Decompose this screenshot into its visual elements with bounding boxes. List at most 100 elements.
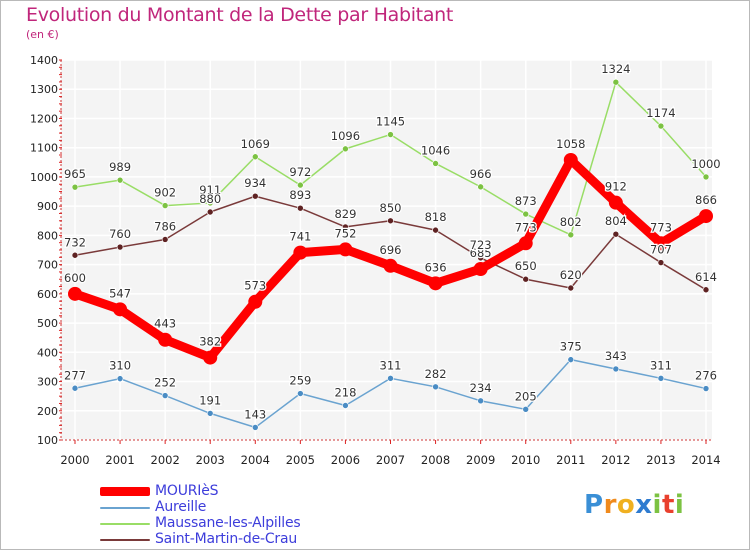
data-label-maussane-les-alpilles: 873: [515, 194, 537, 208]
legend-label: MOURIèS: [155, 483, 219, 499]
legend-swatch: [100, 523, 150, 525]
data-point-aureille: [116, 375, 124, 382]
data-label-mouri-s: 573: [244, 279, 266, 293]
x-tick-label: 2007: [376, 453, 405, 467]
data-point-saint-martin-de-crau: [297, 204, 304, 212]
y-tick-label: 600: [37, 288, 58, 301]
legend-label: Aureille: [155, 499, 207, 515]
data-point-aureille: [206, 410, 214, 417]
data-label-maussane-les-alpilles: 1145: [376, 115, 405, 129]
data-label-aureille: 218: [334, 386, 356, 400]
data-label-saint-martin-de-crau: 614: [695, 270, 717, 284]
data-label-maussane-les-alpilles: 1046: [421, 143, 450, 157]
x-tick-label: 2001: [105, 453, 134, 467]
y-tick-label: 700: [37, 259, 58, 272]
data-label-aureille: 143: [244, 407, 266, 421]
data-point-saint-martin-de-crau: [657, 259, 665, 266]
data-label-saint-martin-de-crau: 804: [605, 214, 627, 228]
y-tick-label: 1000: [30, 171, 58, 184]
data-label-aureille: 277: [64, 368, 86, 382]
data-point-saint-martin-de-crau: [702, 286, 710, 294]
legend-item: Maussane-les-Alpilles: [100, 515, 360, 532]
data-label-mouri-s: 600: [64, 271, 86, 285]
data-point-saint-martin-de-crau: [161, 236, 169, 243]
data-label-maussane-les-alpilles: 1096: [331, 129, 360, 143]
x-tick-label: 2005: [286, 453, 315, 467]
data-label-maussane-les-alpilles: 1000: [691, 157, 720, 171]
y-tick-label: 100: [37, 434, 58, 447]
data-point-mouri-s: [383, 258, 398, 273]
data-label-maussane-les-alpilles: 1174: [646, 106, 675, 120]
data-label-aureille: 375: [560, 340, 582, 354]
data-point-saint-martin-de-crau: [567, 284, 575, 292]
data-point-mouri-s: [113, 302, 128, 317]
data-label-aureille: 276: [695, 369, 717, 383]
x-tick-label: 2006: [331, 453, 360, 467]
x-tick-label: 2008: [421, 453, 450, 467]
data-point-mouri-s: [158, 332, 173, 347]
data-point-aureille: [567, 356, 575, 363]
y-tick-label: 300: [37, 376, 58, 389]
data-point-saint-martin-de-crau: [477, 254, 484, 262]
logo-letter: t: [661, 490, 675, 520]
data-point-maussane-les-alpilles: [71, 183, 79, 191]
x-tick-label: 2014: [691, 453, 720, 467]
data-point-mouri-s: [203, 350, 218, 365]
data-label-saint-martin-de-crau: 850: [380, 201, 402, 215]
data-point-maussane-les-alpilles: [206, 199, 214, 207]
y-tick-label: 800: [37, 229, 58, 242]
data-label-saint-martin-de-crau: 829: [334, 207, 356, 221]
data-label-aureille: 311: [380, 358, 402, 372]
logo-letter: i: [652, 490, 662, 520]
data-label-maussane-les-alpilles: 1324: [601, 62, 630, 76]
y-tick-label: 400: [37, 346, 58, 359]
data-label-mouri-s: 547: [109, 286, 131, 300]
y-tick-label: 900: [37, 200, 58, 213]
data-label-aureille: 311: [650, 358, 672, 372]
legend-item: Saint-Martin-de-Crau: [100, 531, 360, 548]
data-label-saint-martin-de-crau: 732: [64, 235, 86, 249]
data-label-maussane-les-alpilles: 902: [154, 186, 176, 200]
data-label-mouri-s: 773: [650, 220, 672, 234]
data-label-mouri-s: 382: [199, 335, 221, 349]
data-label-mouri-s: 866: [695, 193, 717, 207]
data-point-maussane-les-alpilles: [297, 181, 304, 189]
data-label-maussane-les-alpilles: 965: [64, 167, 86, 181]
data-label-aureille: 205: [515, 389, 537, 403]
data-point-aureille: [477, 397, 484, 405]
data-point-aureille: [702, 385, 710, 392]
chart-subtitle: (en €): [26, 28, 59, 41]
data-label-saint-martin-de-crau: 707: [650, 243, 672, 257]
data-label-mouri-s: 1058: [556, 137, 585, 151]
data-point-maussane-les-alpilles: [702, 173, 710, 181]
data-point-maussane-les-alpilles: [251, 153, 259, 161]
data-label-saint-martin-de-crau: 786: [154, 219, 176, 233]
data-label-mouri-s: 696: [380, 243, 402, 257]
data-point-saint-martin-de-crau: [116, 243, 124, 251]
data-label-saint-martin-de-crau: 934: [244, 176, 266, 190]
chart-legend: MOURIèS Aureille Maussane-les-Alpilles Sain…: [100, 483, 360, 548]
x-tick-label: 2012: [601, 453, 630, 467]
data-point-mouri-s: [293, 245, 308, 260]
proxiti-logo: Proxiti: [584, 490, 684, 520]
data-point-mouri-s: [653, 236, 668, 251]
data-label-aureille: 310: [109, 359, 131, 373]
data-point-saint-martin-de-crau: [612, 230, 620, 238]
y-tick-label: 1300: [30, 83, 58, 96]
data-point-maussane-les-alpilles: [612, 78, 620, 86]
legend-swatch: [100, 507, 150, 509]
x-tick-label: 2002: [151, 453, 180, 467]
data-point-maussane-les-alpilles: [432, 160, 439, 167]
data-point-maussane-les-alpilles: [116, 176, 124, 184]
data-point-aureille: [161, 392, 169, 399]
legend-swatch: [100, 487, 150, 496]
data-label-saint-martin-de-crau: 650: [515, 259, 537, 273]
data-label-saint-martin-de-crau: 893: [289, 188, 311, 202]
data-label-saint-martin-de-crau: 760: [109, 227, 131, 241]
legend-item: MOURIèS: [100, 483, 360, 500]
chart-title: Evolution du Montant de la Dette par Hab…: [26, 4, 454, 26]
data-point-mouri-s: [338, 242, 353, 257]
data-point-aureille: [432, 383, 439, 391]
x-tick-label: 2009: [466, 453, 495, 467]
logo-letter: r: [603, 490, 617, 520]
